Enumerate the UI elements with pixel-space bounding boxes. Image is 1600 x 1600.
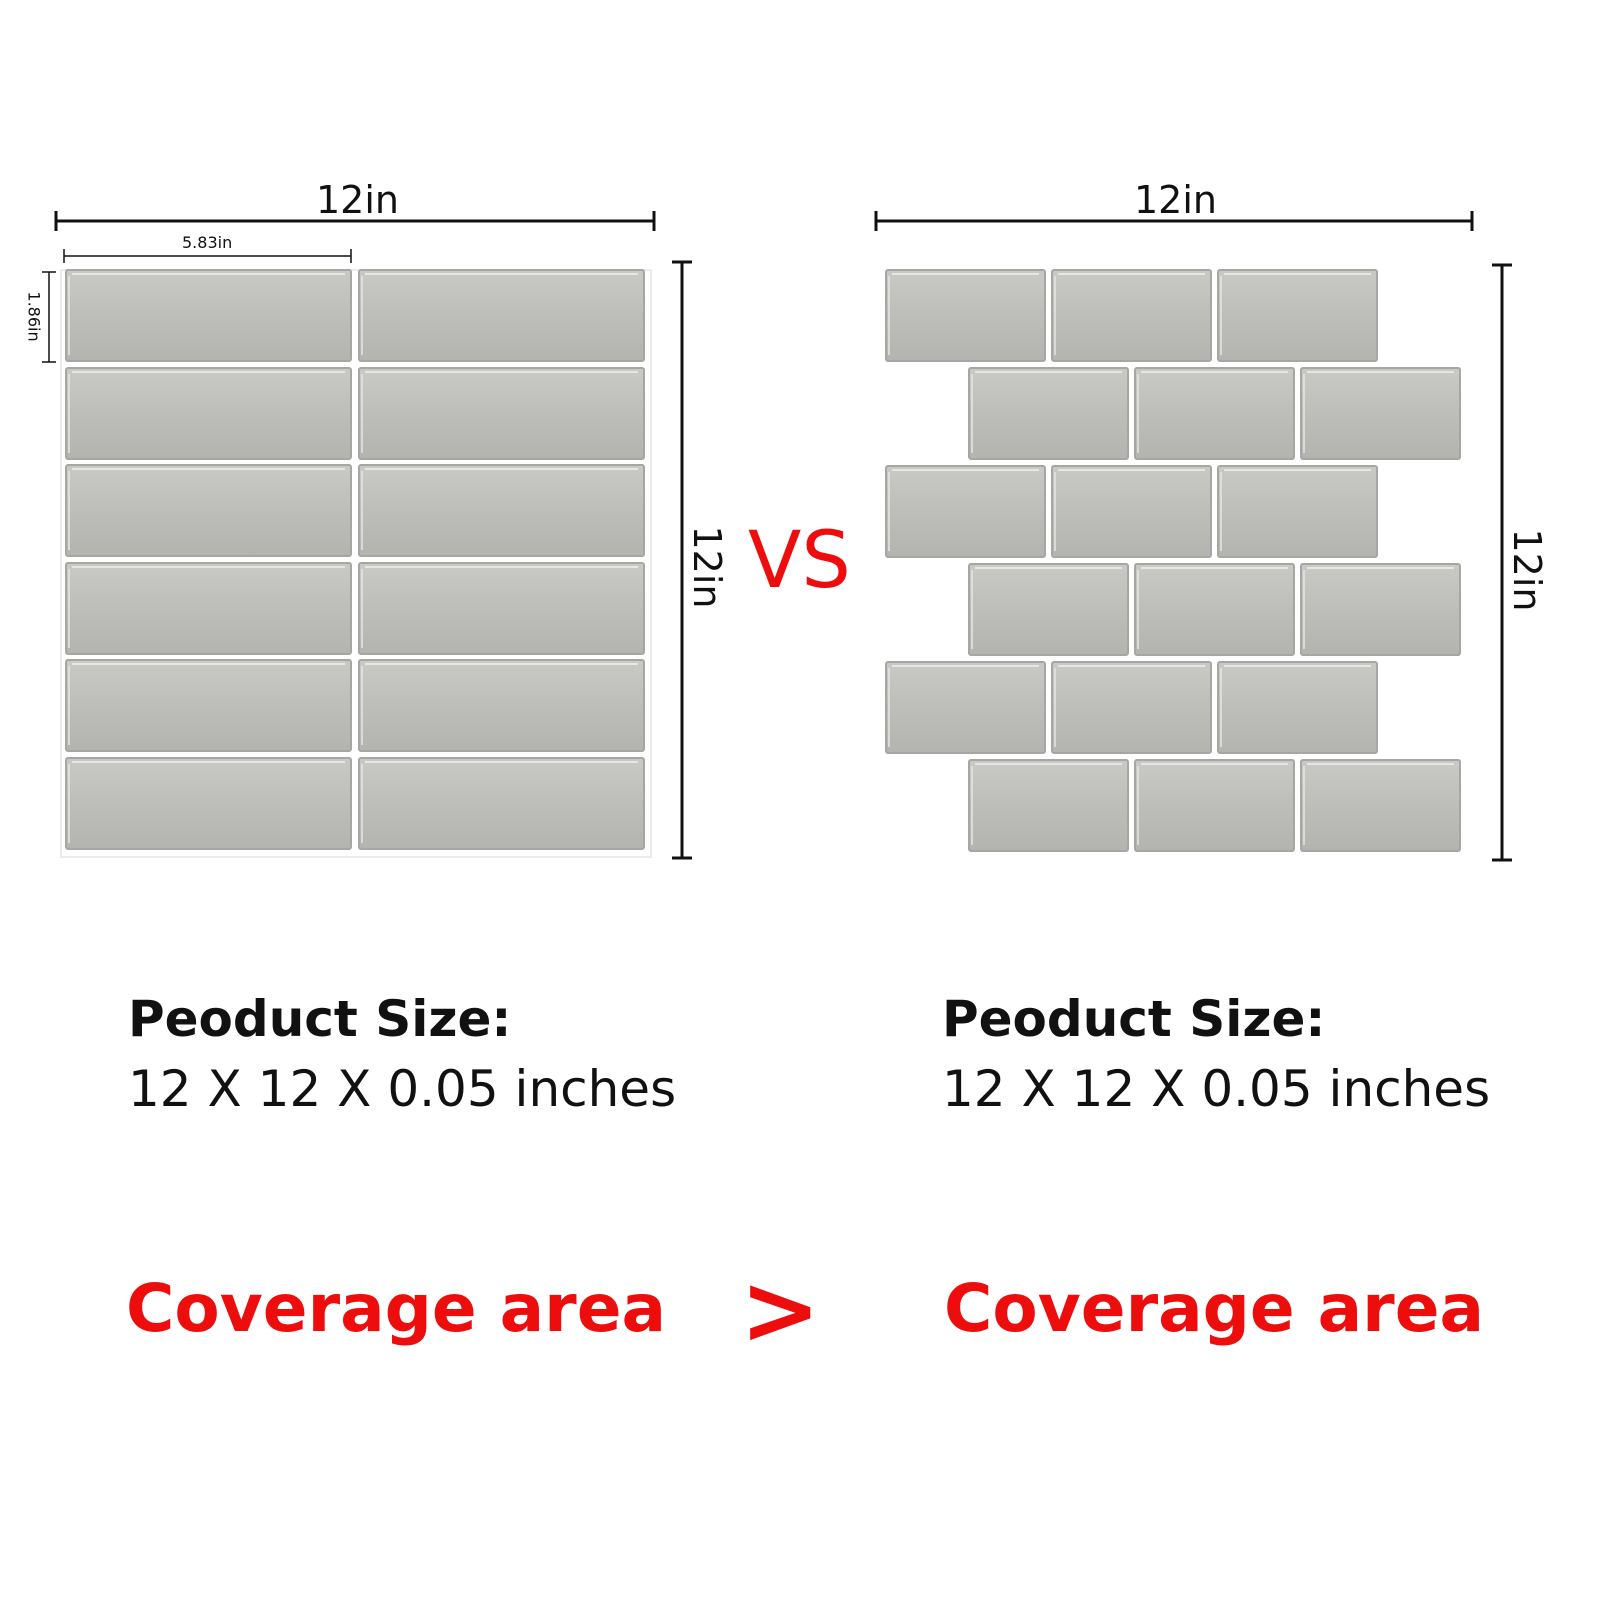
right-tile: [1051, 661, 1212, 754]
left-tile: [65, 269, 352, 362]
left-tile: [65, 562, 352, 655]
right-tile: [1134, 367, 1295, 460]
left-width-dimension-line: [54, 211, 656, 231]
left-tile: [358, 269, 645, 362]
right-tile: [1217, 661, 1378, 754]
left-tile: [65, 659, 352, 752]
left-tile-grid: [65, 269, 645, 850]
right-tile: [1300, 367, 1461, 460]
right-tile: [968, 367, 1129, 460]
right-width-label: 12in: [1134, 178, 1217, 222]
left-tile-width-label: 5.83in: [182, 233, 233, 252]
right-size-heading: Peoduct Size:: [942, 990, 1326, 1048]
right-tile: [1300, 759, 1461, 852]
right-tile: [1134, 759, 1295, 852]
left-tile-height-dimension-line: [42, 271, 56, 363]
right-tile: [1217, 465, 1378, 558]
left-tile-height-label: 1.86in: [24, 291, 44, 342]
right-tile: [1051, 269, 1212, 362]
left-tile: [358, 464, 645, 557]
right-tile-grid: [885, 269, 1461, 852]
right-tile: [1217, 269, 1378, 362]
left-coverage-label: Coverage area: [126, 1270, 667, 1347]
left-tile: [358, 562, 645, 655]
right-tile: [885, 465, 1046, 558]
right-coverage-label: Coverage area: [944, 1270, 1485, 1347]
left-height-label: 12in: [685, 525, 729, 609]
right-height-label: 12in: [1505, 528, 1549, 612]
right-width-dimension-line: [874, 211, 1474, 231]
left-size-value: 12 X 12 X 0.05 inches: [128, 1060, 677, 1118]
right-tile: [1134, 563, 1295, 656]
left-height-dimension-line: [672, 260, 692, 860]
vs-label: VS: [748, 516, 851, 606]
right-tile: [1300, 563, 1461, 656]
right-height-dimension-line: [1492, 263, 1512, 862]
left-size-heading: Peoduct Size:: [128, 990, 512, 1048]
right-tile: [885, 661, 1046, 754]
left-tile: [358, 367, 645, 460]
right-tile: [968, 563, 1129, 656]
left-tile-width-dimension-line: [63, 249, 352, 263]
right-tile: [885, 269, 1046, 362]
left-tile: [358, 659, 645, 752]
left-tile: [65, 367, 352, 460]
left-tile: [65, 757, 352, 850]
left-tile: [65, 464, 352, 557]
greater-than-symbol: >: [740, 1254, 821, 1366]
left-tile: [358, 757, 645, 850]
left-width-label: 12in: [316, 178, 399, 222]
right-tile: [1051, 465, 1212, 558]
right-tile: [968, 759, 1129, 852]
right-size-value: 12 X 12 X 0.05 inches: [942, 1060, 1491, 1118]
